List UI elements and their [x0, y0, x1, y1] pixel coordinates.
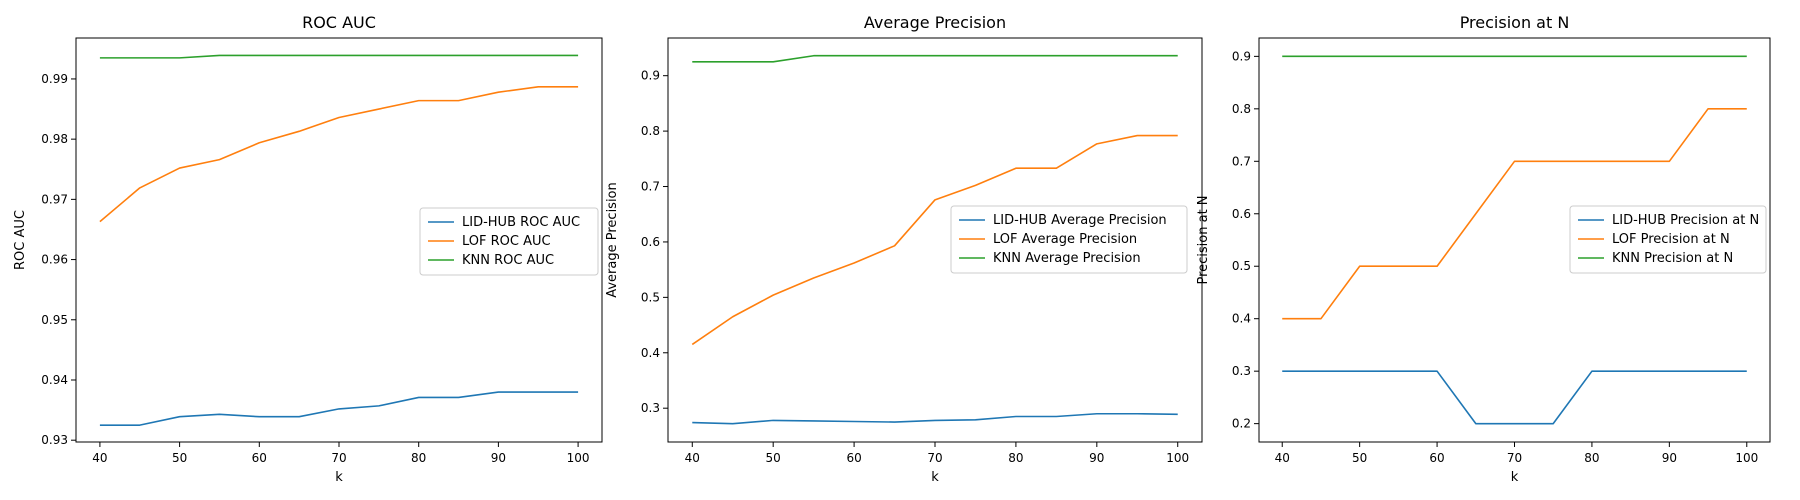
y-axis-label: Precision at N — [1196, 195, 1211, 284]
y-tick-label: 0.3 — [641, 401, 660, 415]
y-tick-label: 0.96 — [41, 253, 68, 267]
y-tick-label: 0.5 — [1232, 259, 1251, 273]
y-tick-label: 0.5 — [641, 290, 660, 304]
legend-box — [950, 205, 1188, 274]
chart-title: ROC AUC — [302, 13, 376, 32]
x-axis-label: k — [335, 470, 343, 485]
y-tick-label: 0.4 — [641, 346, 660, 360]
y-tick-label: 0.9 — [1232, 49, 1251, 63]
x-tick-label: 70 — [1507, 451, 1522, 465]
x-tick-label: 80 — [411, 451, 426, 465]
x-tick-label: 50 — [766, 451, 781, 465]
legend-entry: LOF Precision at N — [1612, 232, 1730, 247]
legend-box — [1569, 205, 1767, 274]
x-axis-label: k — [1511, 470, 1519, 485]
legend-entry: LOF Average Precision — [993, 232, 1137, 247]
series-line-knn — [99, 54, 579, 59]
y-tick-label: 0.7 — [641, 180, 660, 194]
y-tick-label: 0.8 — [1232, 102, 1251, 116]
chart-panel: Average Precision 40 50 60 70 80 90 100 0.3 0.4 0.… — [605, 13, 1203, 485]
y-tick-label: 0.4 — [1232, 312, 1251, 326]
x-tick-label: 100 — [1166, 451, 1189, 465]
y-tick-label: 0.93 — [41, 433, 68, 447]
legend-entry: KNN ROC AUC — [462, 253, 554, 268]
y-tick-label: 0.99 — [41, 72, 68, 86]
legend-entry: KNN Average Precision — [993, 251, 1141, 266]
x-tick-label: 60 — [1429, 451, 1444, 465]
x-tick-label: 90 — [491, 451, 506, 465]
y-axis-label: ROC AUC — [13, 210, 28, 270]
series-line-lof — [99, 85, 579, 223]
y-tick-label: 0.6 — [641, 235, 660, 249]
x-tick-label: 60 — [846, 451, 861, 465]
legend-entry: LOF ROC AUC — [462, 234, 551, 249]
series-line-lid_hub — [1282, 370, 1747, 425]
y-tick-label: 0.9 — [641, 69, 660, 83]
chart-title: Precision at N — [1460, 13, 1570, 32]
y-tick-label: 0.95 — [41, 313, 68, 327]
legend: LID-HUB Precision at N LOF Precision at N… — [1569, 205, 1767, 274]
x-tick-label: 40 — [92, 451, 107, 465]
y-tick-label: 0.3 — [1232, 364, 1251, 378]
y-tick-label: 0.94 — [41, 373, 68, 387]
y-tick-label: 0.2 — [1232, 417, 1251, 431]
series-line-knn — [692, 54, 1178, 63]
x-tick-label: 50 — [172, 451, 187, 465]
y-axis-label: Average Precision — [605, 182, 620, 298]
series-line-lid_hub — [692, 412, 1178, 425]
x-tick-label: 60 — [252, 451, 267, 465]
x-tick-label: 50 — [1352, 451, 1367, 465]
legend-entry: KNN Precision at N — [1612, 251, 1733, 266]
legend-entry: LID-HUB Precision at N — [1612, 213, 1759, 228]
x-tick-label: 100 — [567, 451, 590, 465]
legend: LID-HUB ROC AUC LOF ROC AUC KNN ROC AUC — [419, 207, 599, 276]
legend: LID-HUB Average Precision LOF Average Pre… — [950, 205, 1188, 274]
series-line-lof — [691, 134, 1178, 346]
x-tick-label: 80 — [1008, 451, 1023, 465]
x-axis-label: k — [931, 470, 939, 485]
x-tick-label: 70 — [927, 451, 942, 465]
y-tick-label: 0.8 — [641, 124, 660, 138]
y-tick-label: 0.6 — [1232, 207, 1251, 221]
chart-panel: ROC AUC 40 50 60 70 80 90 100 0.93 0.94 0.95 0.96 0.… — [13, 13, 603, 485]
legend-entry: LID-HUB Average Precision — [993, 213, 1167, 228]
x-tick-label: 70 — [331, 451, 346, 465]
chart-panel: Precision at N 40 50 60 70 80 90 100 0.2 0.3 0.4 0.… — [1196, 13, 1771, 485]
x-tick-label: 80 — [1584, 451, 1599, 465]
x-tick-label: 90 — [1662, 451, 1677, 465]
y-tick-label: 0.97 — [41, 192, 68, 206]
chart-title: Average Precision — [864, 13, 1006, 32]
y-tick-label: 0.98 — [41, 132, 68, 146]
x-tick-label: 90 — [1089, 451, 1104, 465]
series-line-lid_hub — [99, 391, 579, 426]
x-tick-label: 40 — [1275, 451, 1290, 465]
x-tick-label: 40 — [685, 451, 700, 465]
x-tick-label: 100 — [1735, 451, 1758, 465]
y-tick-label: 0.7 — [1232, 154, 1251, 168]
legend-entry: LID-HUB ROC AUC — [462, 215, 580, 230]
legend-box — [419, 207, 599, 276]
series-line-lof — [1282, 108, 1747, 320]
